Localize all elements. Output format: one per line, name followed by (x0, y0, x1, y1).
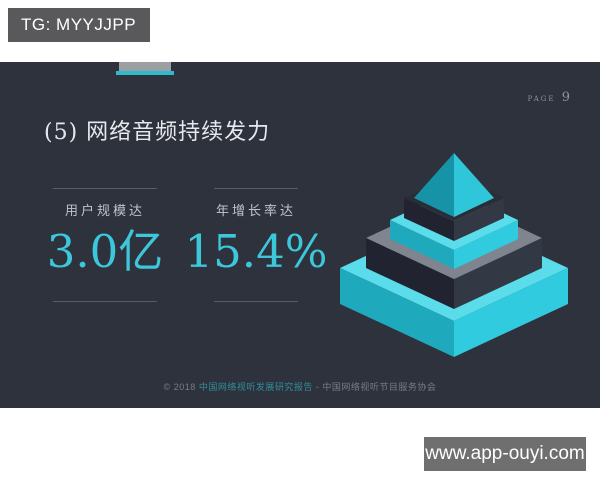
divider-line (214, 301, 298, 302)
tier3-left-face (390, 220, 454, 269)
tier2-right-face (454, 238, 542, 309)
apex-left-face (414, 153, 454, 217)
stat-number: 3.0 (46, 225, 119, 278)
slide-title: (5) 网络音频持续发力 (44, 120, 271, 145)
stat-label: 用户规模达 (64, 204, 145, 219)
top-tab-accent-bar (116, 71, 174, 75)
stat-value: 15.4% (178, 227, 334, 277)
tier3-right-face (454, 220, 518, 269)
footer-report-name: 中国网络视听发展研究报告 (198, 382, 313, 392)
divider-line (214, 188, 298, 189)
stat-unit: 亿 (118, 225, 164, 278)
footer-copyright: © 2018 (163, 382, 199, 392)
stat-value: 3.0亿 (38, 227, 172, 277)
tg-watermark-banner: TG: MYYJJPP (8, 8, 150, 42)
tg-watermark-text: TG: MYYJJPP (21, 15, 137, 34)
slide-footer: © 2018 中国网络视听发展研究报告 - 中国网络视听节目服务协会 (0, 380, 600, 393)
tier1-right-face (454, 268, 568, 357)
divider-line (53, 188, 157, 189)
page-indicator: PAGE 9 (528, 90, 570, 105)
step-pyramid-icon (340, 153, 568, 357)
stat-label: 年增长率达 (215, 204, 296, 219)
stat-number: 15.4 (184, 225, 285, 278)
footer-separator: - (312, 382, 323, 392)
site-watermark-banner: www.app-ouyi.com (424, 437, 586, 471)
page-number: 9 (561, 90, 570, 105)
page-indicator-label: PAGE (527, 95, 556, 103)
tier2-left-face (366, 238, 454, 309)
stat-unit: % (284, 225, 328, 278)
top-tab-marker (119, 62, 171, 71)
apex-right-face (454, 153, 494, 217)
stat-growth-rate: 年增长率达 15.4% (178, 188, 334, 302)
tier1-left-face (340, 268, 454, 357)
divider-line (53, 301, 157, 302)
site-watermark-text: www.app-ouyi.com (425, 443, 585, 464)
stat-user-scale: 用户规模达 3.0亿 (38, 188, 172, 302)
footer-org-name: 中国网络视听节目服务协会 (322, 382, 437, 392)
slide-canvas: PAGE 9 (5) 网络音频持续发力 用户规模达 3.0亿 年增长率达 15.… (0, 62, 600, 408)
tier4-right-face (454, 198, 504, 241)
tier4-left-face (404, 198, 454, 241)
